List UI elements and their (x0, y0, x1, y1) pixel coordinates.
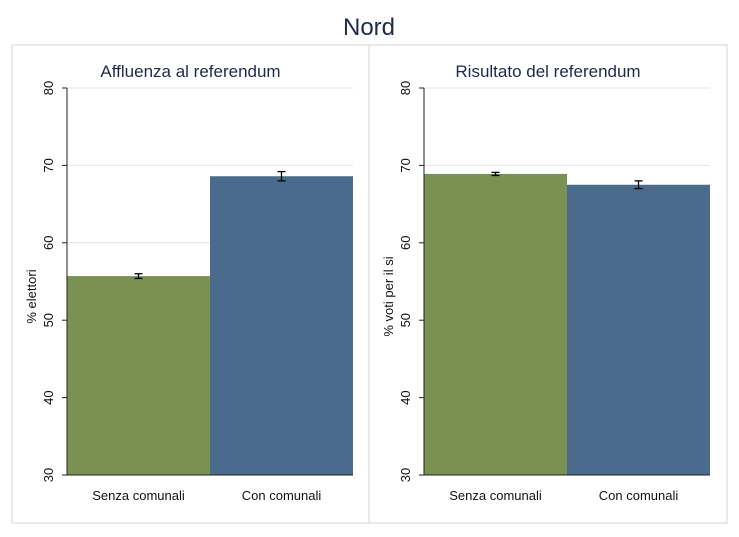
y-tick-label: 40 (41, 390, 56, 404)
chart-panel: Risultato del referendum Senza comunali Co… (368, 44, 728, 524)
y-tick-label: 70 (398, 158, 413, 172)
y-tick-label: 40 (398, 390, 413, 404)
category-label: Senza comunali (449, 488, 542, 503)
y-axis-title: % voti per il si (381, 256, 396, 336)
y-tick-label: 80 (398, 81, 413, 95)
panel-title: Affluenza al referendum (100, 62, 280, 81)
bar (567, 184, 710, 475)
y-tick-label: 60 (398, 236, 413, 250)
y-tick-label: 50 (398, 313, 413, 327)
chart-panel: Affluenza al referendum Senza comunali Con… (11, 44, 370, 524)
y-tick-label: 30 (41, 468, 56, 482)
category-label: Senza comunali (92, 488, 185, 503)
bar (67, 276, 210, 475)
category-label: Con comunali (599, 488, 679, 503)
y-tick-label: 30 (398, 468, 413, 482)
category-label: Con comunali (242, 488, 322, 503)
y-tick-label: 50 (41, 313, 56, 327)
y-tick-label: 70 (41, 158, 56, 172)
y-tick-label: 60 (41, 236, 56, 250)
bar (210, 176, 353, 475)
figure-title: Nord (343, 14, 395, 41)
bar (424, 173, 567, 475)
y-tick-label: 80 (41, 81, 56, 95)
chart-panels: Affluenza al referendum Senza comunali Con… (11, 44, 728, 524)
panel-title: Risultato del referendum (455, 62, 640, 81)
y-axis-title: % elettori (24, 269, 39, 323)
